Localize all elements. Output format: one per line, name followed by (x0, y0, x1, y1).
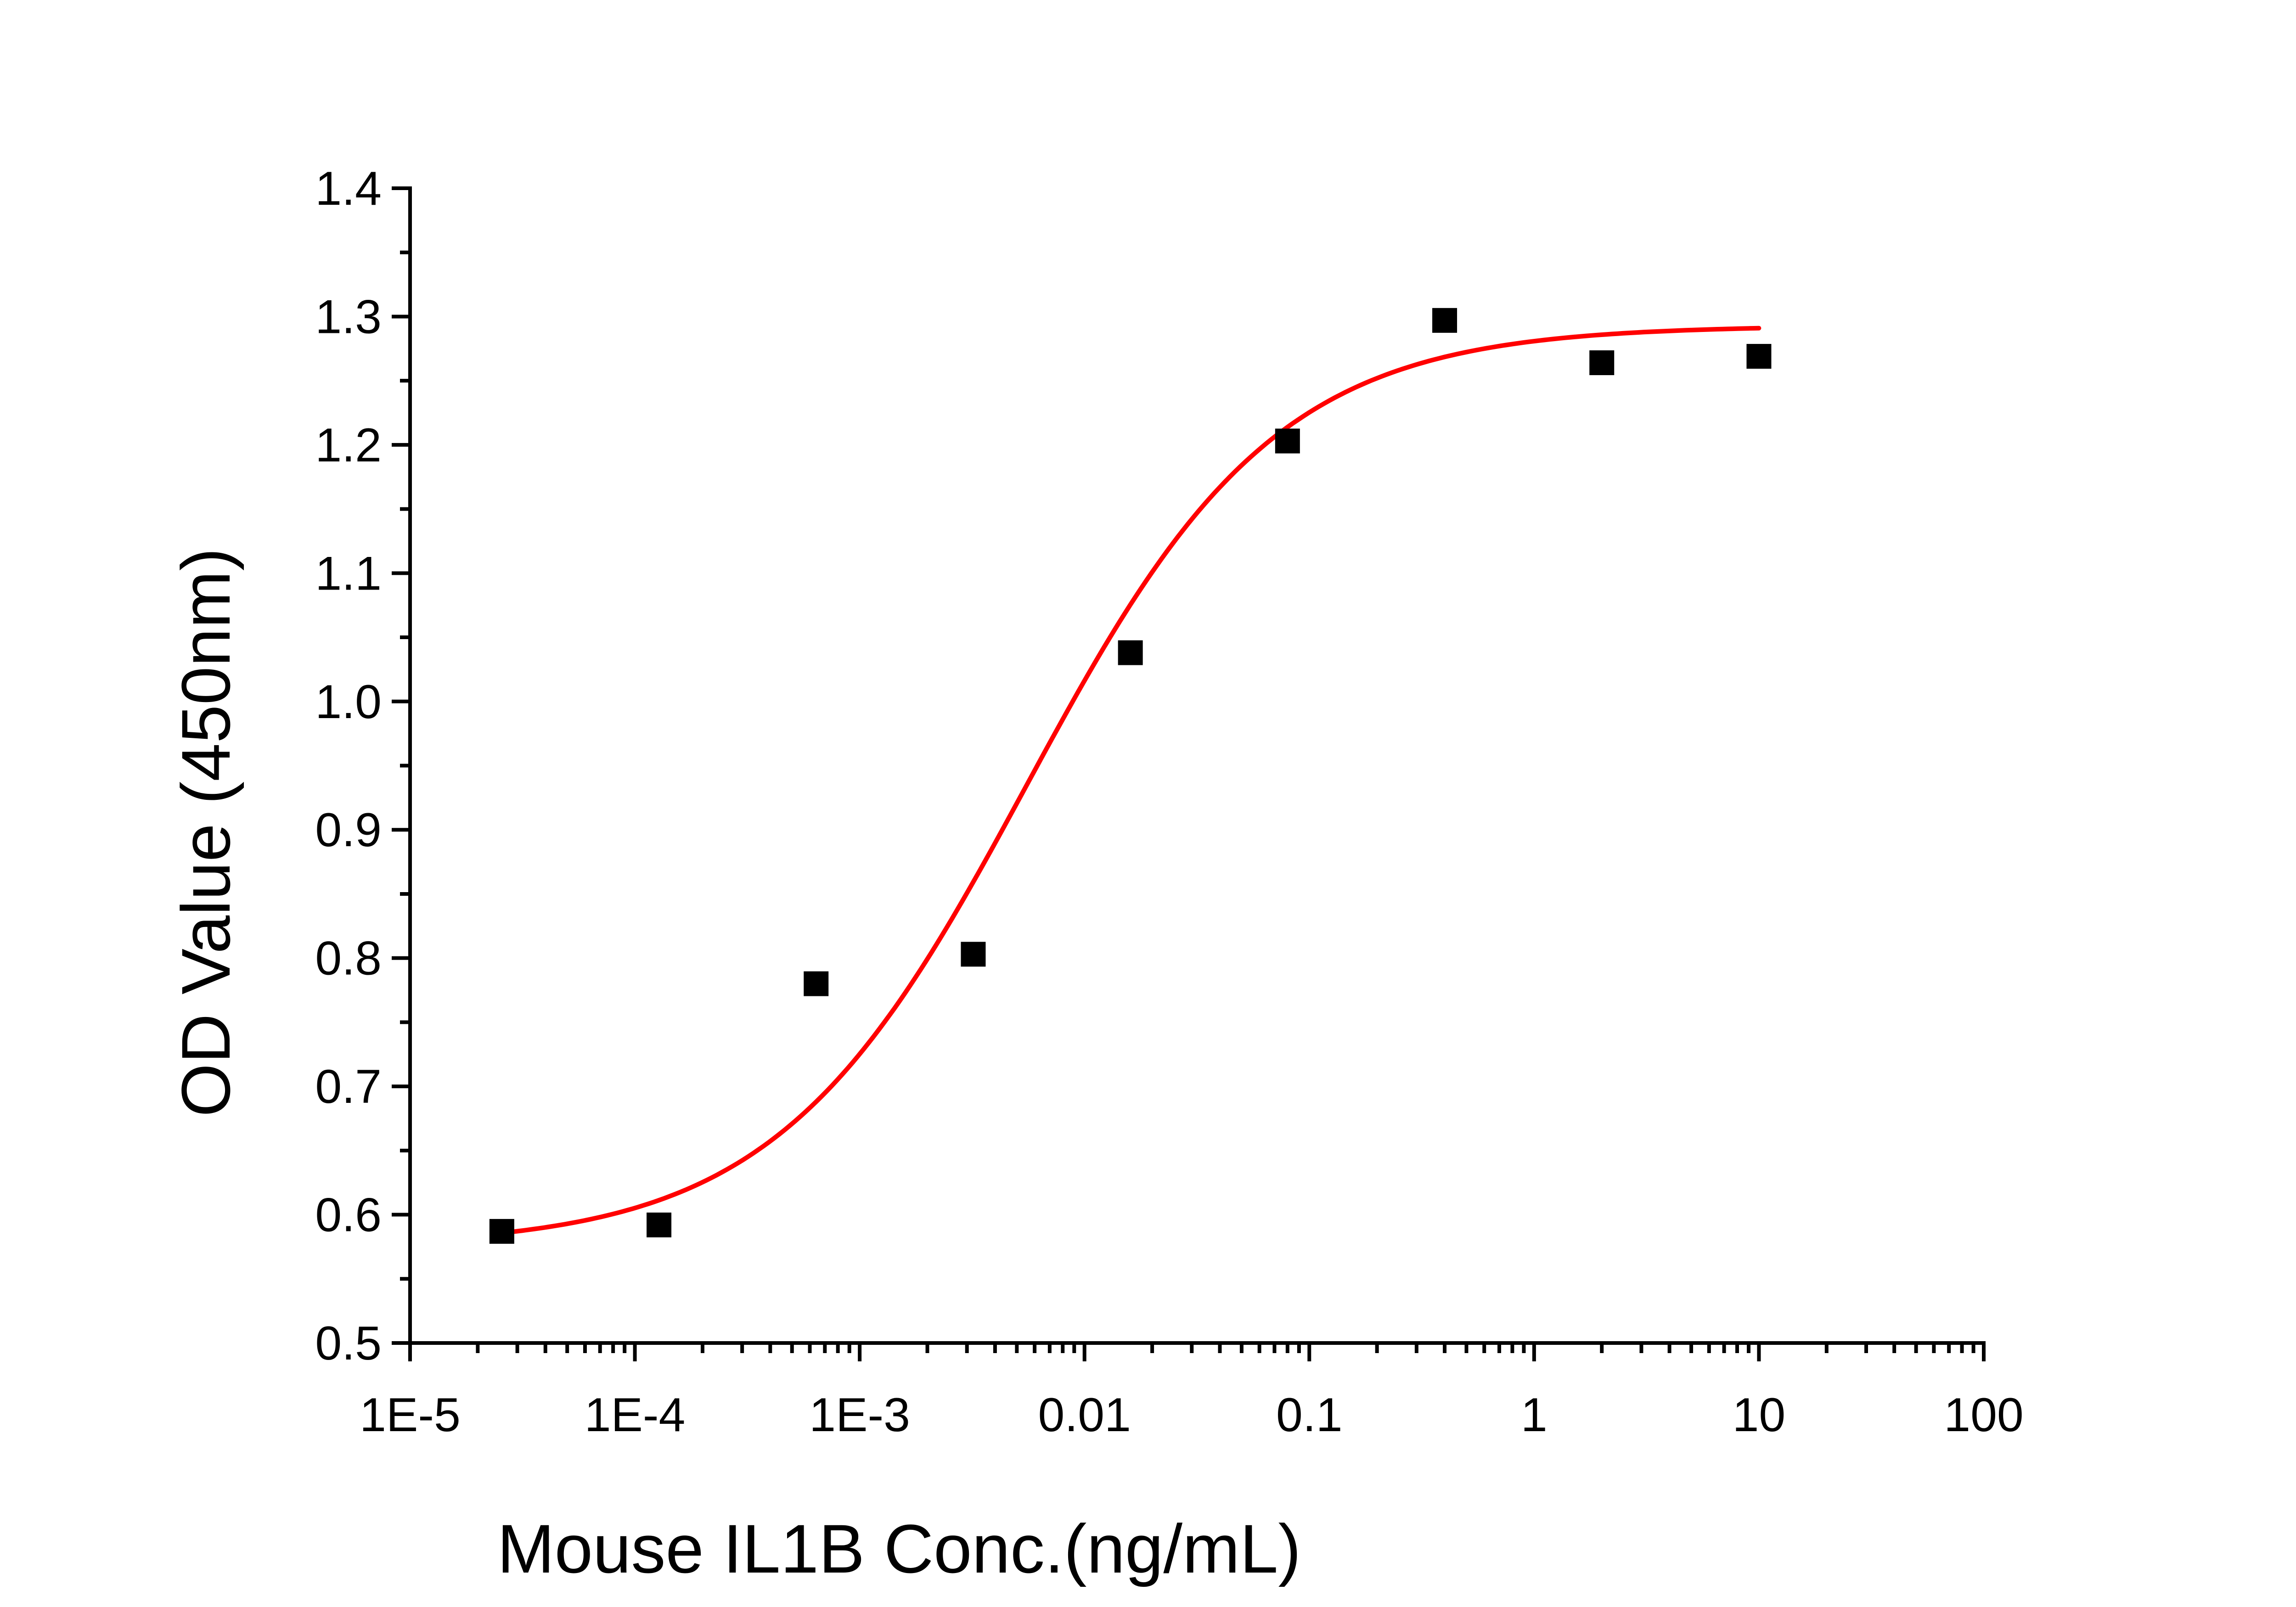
x-tick-label: 1E-3 (809, 1388, 910, 1442)
data-point (961, 942, 986, 967)
fit-curve-line (499, 326, 1761, 1236)
data-point (1589, 350, 1615, 376)
y-tick-label: 0.5 (315, 1317, 382, 1370)
y-tick-label: 1.0 (315, 675, 382, 729)
fit-curve-group (499, 326, 1761, 1236)
data-point (647, 1212, 672, 1237)
data-points (489, 308, 1772, 1244)
data-point (1118, 640, 1143, 665)
y-tick-label: 1.4 (315, 162, 382, 215)
y-tick-label: 0.6 (315, 1189, 382, 1242)
y-tick-label: 1.1 (315, 547, 382, 600)
y-tick-label: 0.9 (315, 804, 382, 857)
y-tick-label: 0.8 (315, 932, 382, 985)
y-tick-label: 1.2 (315, 419, 382, 472)
y-tick-label: 0.7 (315, 1060, 382, 1113)
x-tick-label: 10 (1733, 1388, 1786, 1442)
x-axis-title: Mouse IL1B Conc.(ng/mL) (497, 1510, 1301, 1587)
x-tick-label: 100 (1944, 1388, 2024, 1442)
axes: 0.5 0.6 0.7 0.8 0.9 1.0 1.1 1.2 1.3 1.4 1E-5 1E-4 1E… (315, 162, 2023, 1442)
y-tick-label: 1.3 (315, 290, 382, 343)
x-tick-label: 1 (1521, 1388, 1548, 1442)
data-point (489, 1219, 514, 1244)
data-point (804, 971, 829, 996)
data-point (1746, 344, 1772, 369)
y-axis-title: OD Value (450nm) (167, 548, 244, 1117)
data-point (1275, 428, 1300, 454)
x-tick-label: 1E-4 (585, 1388, 686, 1442)
x-tick-label: 1E-5 (360, 1388, 461, 1442)
x-tick-label: 0.1 (1276, 1388, 1343, 1442)
x-tick-label: 0.01 (1038, 1388, 1131, 1442)
data-point (1432, 308, 1458, 333)
